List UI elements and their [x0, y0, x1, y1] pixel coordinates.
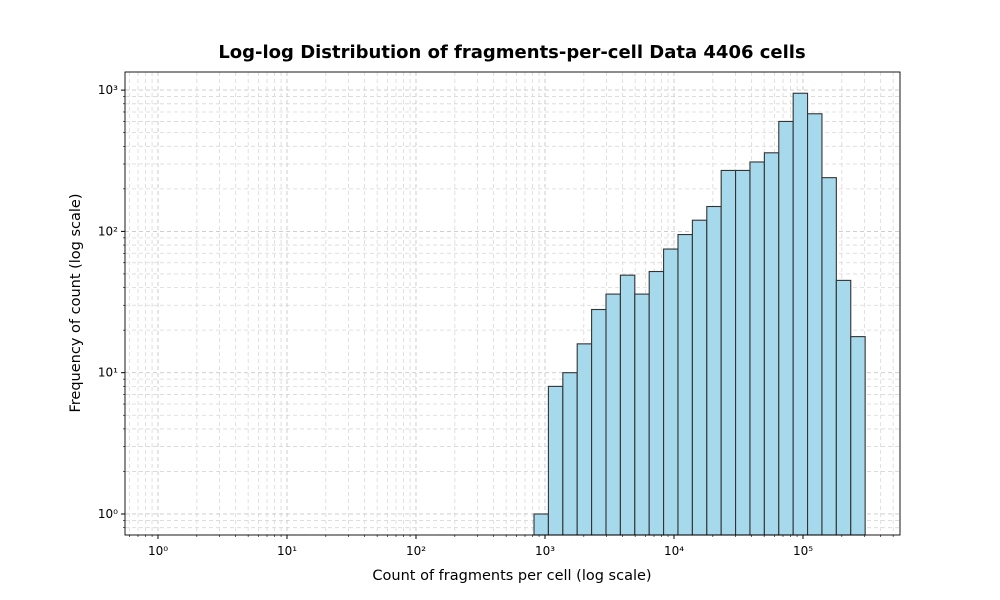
bar [706, 205, 722, 536]
bar [763, 152, 780, 536]
x-tick-label: 10⁰ [148, 544, 168, 558]
y-tick-label: 10³ [98, 83, 118, 97]
bar [547, 385, 564, 536]
chart-title: Log-log Distribution of fragments-per-ce… [218, 42, 805, 63]
bar [850, 336, 866, 536]
bar [720, 169, 737, 536]
y-tick-label: 10¹ [98, 366, 118, 380]
bar [691, 219, 708, 536]
x-tick-label: 10¹ [277, 544, 297, 558]
bar [533, 513, 549, 536]
bar [807, 113, 823, 536]
bar [663, 248, 679, 536]
bar [648, 270, 665, 536]
bar [562, 372, 578, 536]
bar [619, 274, 636, 536]
bar [835, 279, 852, 536]
x-axis-label: Count of fragments per cell (log scale) [372, 568, 651, 584]
y-tick-label: 10⁰ [98, 507, 118, 521]
x-tick-label: 10³ [535, 544, 555, 558]
x-tick-label: 10⁵ [793, 544, 813, 558]
bar [792, 92, 809, 536]
plot-frame [124, 71, 901, 536]
y-tick-label: 10² [98, 224, 118, 238]
bar [576, 343, 593, 536]
x-tick-label: 10² [406, 544, 426, 558]
bar [749, 161, 765, 536]
bar [778, 120, 794, 536]
bar [634, 293, 650, 536]
bar [821, 177, 837, 536]
bar [677, 233, 693, 536]
y-axis-label: Frequency of count (log scale) [68, 193, 84, 412]
bar [605, 293, 621, 536]
x-tick-label: 10⁴ [664, 544, 684, 558]
bar [591, 308, 607, 536]
bar [735, 169, 751, 536]
